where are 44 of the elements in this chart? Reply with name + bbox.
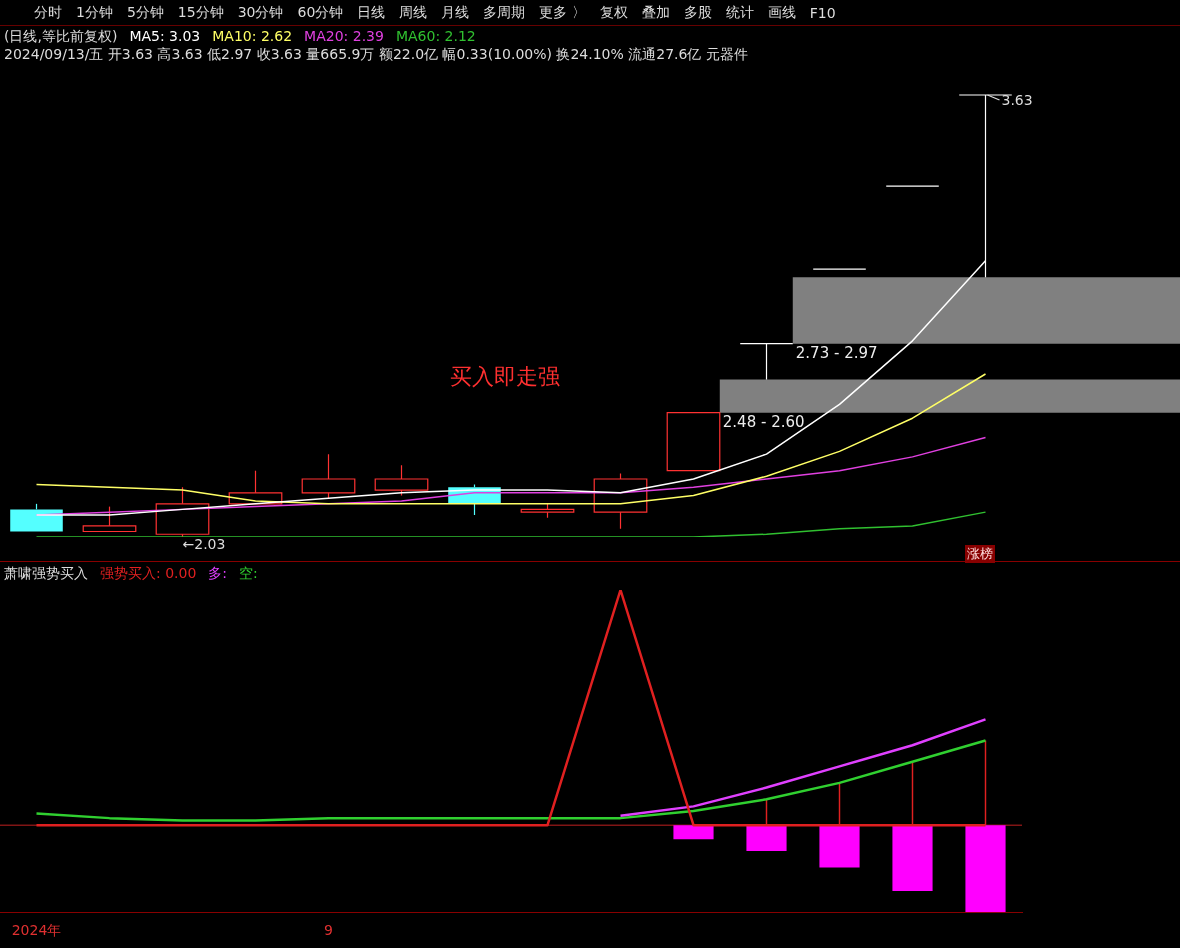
text: 叠加 [641, 3, 670, 22]
band-label: 2.73 - 2.97 [795, 344, 878, 363]
bar [819, 825, 860, 868]
text: MA20: 2.39 [304, 28, 384, 44]
text: F10 [809, 4, 836, 21]
text: 分时 [34, 3, 62, 22]
band-label: 2.48 - 2.60 [722, 413, 805, 432]
chart-title: (日线,等比前复权) [4, 28, 118, 44]
bar [746, 825, 787, 852]
text: 15分钟 [177, 3, 224, 22]
text: 多: [208, 565, 228, 581]
annotation: 3.63 [1001, 91, 1033, 108]
text: 涨榜 [965, 545, 995, 563]
annotation: ←2.03 [182, 535, 226, 552]
annotation: 买入即走强 [450, 363, 560, 391]
candlestick [82, 506, 137, 533]
text: 月线 [441, 3, 470, 22]
text: 更多 〉 [539, 3, 586, 22]
text: 30分钟 [237, 3, 284, 22]
text: MA10: 2.62 [212, 28, 293, 44]
bar [673, 825, 714, 840]
text: 多周期 [483, 3, 526, 22]
chart-title: 萧啸强势买入 [4, 565, 88, 581]
text: MA60: 2.12 [395, 28, 476, 44]
bar [892, 825, 933, 892]
x-tick-label: 9 [324, 922, 333, 939]
bar [965, 825, 1006, 913]
candlestick [155, 486, 210, 538]
text: 5分钟 [126, 3, 164, 22]
text: 60分钟 [297, 3, 344, 22]
text: 画线 [767, 3, 796, 22]
text: 日线 [357, 3, 386, 22]
text: 多股 [683, 3, 712, 22]
text: 1分钟 [76, 3, 113, 22]
text: 复权 [599, 3, 628, 22]
text: 统计 [725, 3, 754, 22]
text: MA5: 3.03 [129, 28, 201, 44]
candlestick [739, 343, 794, 381]
x-tick-label: 2024年 [11, 922, 62, 939]
text: 空: [239, 565, 258, 581]
candlestick [228, 470, 283, 505]
text: 2024/09/13/五 开3.63 高3.63 低2.97 收3.63 量665.9万 额22.0亿 幅0.33(10.00%) 换24.10% 流通27.6亿 元器件 [4, 46, 748, 62]
text: 强势买入: 0.00 [100, 565, 197, 581]
text: 周线 [399, 3, 428, 22]
